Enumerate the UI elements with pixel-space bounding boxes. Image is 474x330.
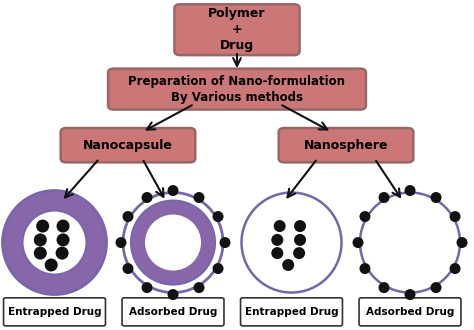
Ellipse shape	[142, 192, 153, 203]
Ellipse shape	[404, 185, 416, 196]
Ellipse shape	[430, 192, 441, 203]
Ellipse shape	[430, 282, 441, 293]
Text: Polymer
+
Drug: Polymer + Drug	[208, 7, 266, 52]
Text: Adsorbed Drug: Adsorbed Drug	[129, 307, 217, 317]
Ellipse shape	[282, 259, 294, 271]
Ellipse shape	[22, 211, 87, 275]
FancyBboxPatch shape	[4, 298, 105, 326]
Ellipse shape	[359, 263, 371, 274]
Ellipse shape	[294, 220, 306, 232]
Ellipse shape	[360, 192, 460, 293]
Ellipse shape	[359, 211, 371, 222]
Ellipse shape	[294, 234, 306, 246]
Ellipse shape	[56, 219, 70, 233]
FancyBboxPatch shape	[359, 298, 461, 326]
Ellipse shape	[142, 282, 153, 293]
Ellipse shape	[449, 263, 461, 274]
Ellipse shape	[45, 258, 58, 272]
Text: Nanosphere: Nanosphere	[304, 139, 388, 152]
Ellipse shape	[167, 185, 179, 196]
FancyBboxPatch shape	[279, 128, 413, 162]
Ellipse shape	[193, 282, 204, 293]
Text: Preparation of Nano-formulation
By Various methods: Preparation of Nano-formulation By Vario…	[128, 75, 346, 104]
Ellipse shape	[167, 289, 179, 300]
Ellipse shape	[145, 214, 201, 271]
Ellipse shape	[456, 237, 467, 248]
Ellipse shape	[116, 237, 127, 248]
Ellipse shape	[122, 211, 134, 222]
FancyBboxPatch shape	[174, 4, 300, 55]
Ellipse shape	[379, 192, 390, 203]
Ellipse shape	[55, 247, 69, 260]
Ellipse shape	[123, 192, 223, 293]
Ellipse shape	[34, 233, 47, 247]
Text: Entrapped Drug: Entrapped Drug	[8, 307, 101, 317]
FancyBboxPatch shape	[108, 69, 366, 110]
Text: Adsorbed Drug: Adsorbed Drug	[366, 307, 454, 317]
Ellipse shape	[131, 201, 215, 284]
FancyBboxPatch shape	[240, 298, 342, 326]
Text: Entrapped Drug: Entrapped Drug	[245, 307, 338, 317]
FancyBboxPatch shape	[61, 128, 195, 162]
Ellipse shape	[193, 192, 204, 203]
Ellipse shape	[271, 247, 283, 259]
Ellipse shape	[219, 237, 230, 248]
Ellipse shape	[36, 219, 49, 233]
Ellipse shape	[122, 263, 134, 274]
Ellipse shape	[293, 247, 305, 259]
FancyBboxPatch shape	[122, 298, 224, 326]
Ellipse shape	[449, 211, 461, 222]
Ellipse shape	[212, 263, 224, 274]
Ellipse shape	[271, 234, 283, 246]
Ellipse shape	[242, 192, 341, 293]
Ellipse shape	[379, 282, 390, 293]
Ellipse shape	[2, 190, 107, 295]
Ellipse shape	[56, 233, 70, 247]
Ellipse shape	[212, 211, 224, 222]
Ellipse shape	[273, 220, 286, 232]
Ellipse shape	[34, 247, 47, 260]
Ellipse shape	[404, 289, 416, 300]
Text: Nanocapsule: Nanocapsule	[83, 139, 173, 152]
Ellipse shape	[353, 237, 364, 248]
